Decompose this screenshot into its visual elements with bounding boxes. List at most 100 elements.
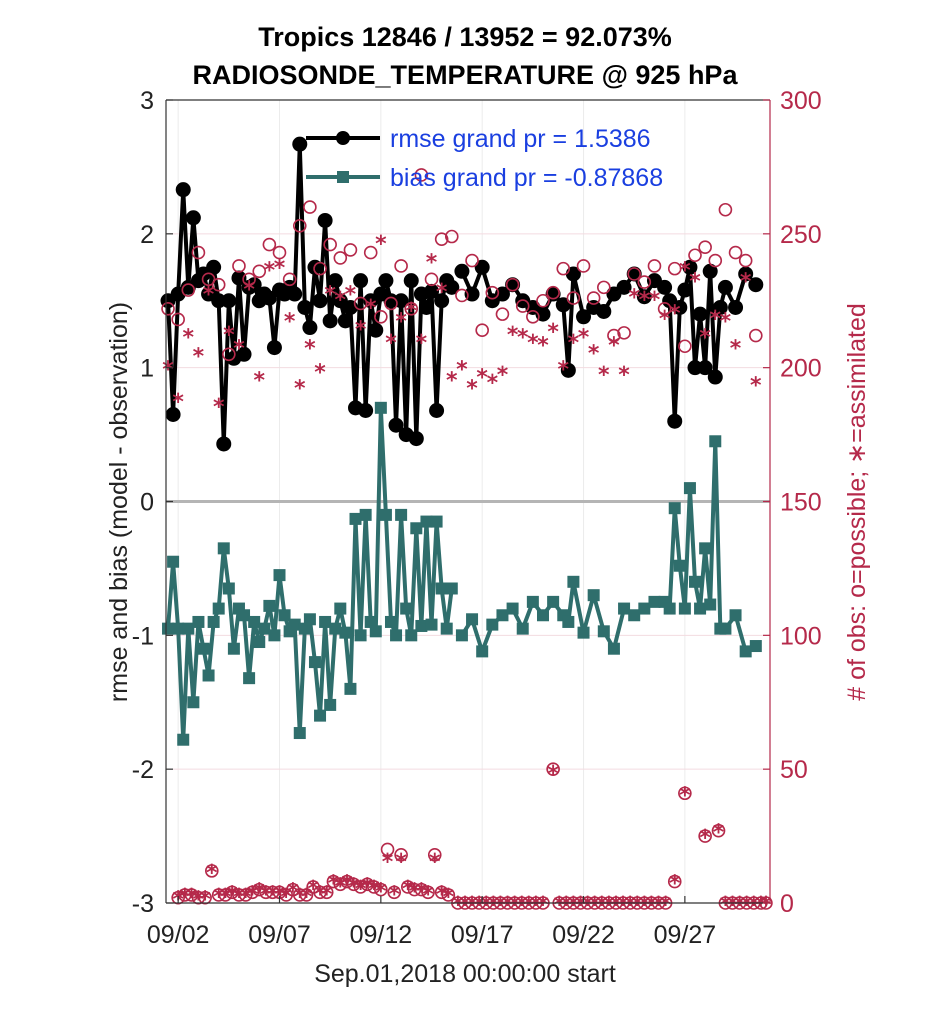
rmse-point (327, 273, 343, 289)
assimilated-obs-point: * (233, 885, 245, 910)
y-tick-label-right: 300 (780, 87, 822, 115)
rmse-point (707, 369, 723, 385)
assimilated-obs-point: * (267, 882, 279, 907)
possible-obs-point (401, 880, 415, 894)
rmse-point (657, 279, 673, 295)
assimilated-obs-point: * (507, 323, 519, 348)
bias-point (248, 615, 261, 628)
possible-obs-point (749, 328, 763, 343)
assimilated-obs-point: * (588, 342, 600, 367)
possible-obs-point (262, 237, 277, 252)
bias-point (749, 640, 762, 653)
assimilated-obs-point: * (740, 269, 752, 294)
rmse-point (616, 279, 632, 295)
assimilated-obs-point: * (314, 882, 326, 907)
possible-obs-point (211, 277, 226, 292)
rmse-point (717, 279, 733, 295)
rmse-point (738, 266, 754, 282)
possible-obs-point (319, 885, 334, 900)
possible-obs-point (218, 888, 233, 902)
rmse-point (216, 436, 232, 452)
bias-point (162, 622, 175, 635)
x-axis-label: Sep.01,2018 00:00:00 start (314, 960, 616, 988)
bias-point (319, 615, 332, 628)
possible-obs-point (178, 888, 192, 902)
rmse-point (494, 286, 510, 302)
bias-point (709, 435, 722, 448)
assimilated-obs-point: * (388, 882, 400, 907)
bias-point (314, 709, 327, 722)
possible-obs-point (292, 888, 307, 902)
assimilated-obs-point: * (304, 336, 316, 361)
rmse-point (236, 346, 252, 362)
rmse-point (692, 306, 708, 322)
rmse-point (302, 320, 318, 336)
assimilated-obs-point: * (328, 872, 340, 897)
y-tick-label-left: -1 (132, 622, 154, 650)
possible-obs-point (384, 296, 398, 311)
possible-obs-point (434, 885, 449, 900)
bias-point (227, 642, 240, 655)
possible-obs-point (232, 888, 246, 902)
rmse-point (297, 299, 313, 315)
rmse-point (677, 282, 693, 298)
bias-point (704, 598, 717, 611)
rmse-point (266, 340, 282, 356)
assimilated-obs-point: * (348, 874, 360, 899)
possible-obs-point (367, 880, 381, 894)
assimilated-obs-point: * (422, 882, 434, 907)
bias-point (390, 629, 403, 642)
assimilated-obs-point: * (689, 269, 701, 294)
bias-point (562, 615, 575, 628)
y-tick-label-right: 250 (780, 221, 822, 249)
assimilated-obs-point: * (253, 880, 265, 905)
bias-point (430, 515, 443, 528)
rmse-point (358, 402, 374, 418)
bias-point (273, 569, 286, 582)
assimilated-obs-point: * (294, 376, 306, 401)
assimilated-obs-point: * (213, 885, 225, 910)
possible-obs-point (637, 275, 652, 289)
possible-obs-point (184, 888, 199, 902)
possible-obs-point (627, 267, 642, 281)
y-tick-label-left: 0 (140, 489, 154, 517)
rmse-point (464, 286, 480, 302)
rmse-point (682, 259, 698, 275)
bias-point (729, 609, 742, 622)
assimilated-obs-point: * (598, 363, 610, 388)
possible-obs-point (596, 280, 611, 295)
possible-obs-point (313, 261, 327, 276)
bias-point (384, 615, 397, 628)
bias-point (567, 575, 580, 588)
possible-obs-point (708, 253, 723, 268)
possible-obs-point (617, 326, 631, 340)
possible-obs-point (434, 232, 449, 246)
bias-point (238, 609, 251, 622)
rmse-point (175, 182, 191, 198)
possible-obs-point (171, 312, 185, 327)
rmse-point (322, 313, 338, 329)
bias-point (334, 602, 347, 615)
y-tick-label-left: 3 (140, 87, 154, 115)
possible-obs-point (495, 307, 510, 321)
x-tick-label: 09/22 (552, 921, 615, 949)
assimilated-obs-point: * (608, 334, 620, 359)
assimilated-obs-point: * (345, 283, 357, 308)
bias-point (526, 595, 539, 608)
assimilated-obs-point: * (416, 880, 428, 905)
zero-count-obs-point: * (660, 893, 672, 918)
y-tick-label-right: 0 (780, 890, 794, 918)
grid (166, 99, 770, 904)
possible-obs-point (380, 842, 395, 857)
assimilated-obs-point: * (284, 309, 296, 334)
assimilated-obs-point: * (547, 320, 559, 345)
possible-obs-point (303, 200, 317, 214)
rmse-point (474, 259, 490, 275)
assimilated-obs-point: * (375, 880, 387, 905)
possible-obs-point (678, 339, 692, 354)
rmse-point (165, 407, 181, 423)
rmse-point (429, 402, 445, 418)
bias-point (187, 696, 200, 709)
possible-obs-point (475, 323, 489, 337)
rmse-point (667, 413, 683, 429)
